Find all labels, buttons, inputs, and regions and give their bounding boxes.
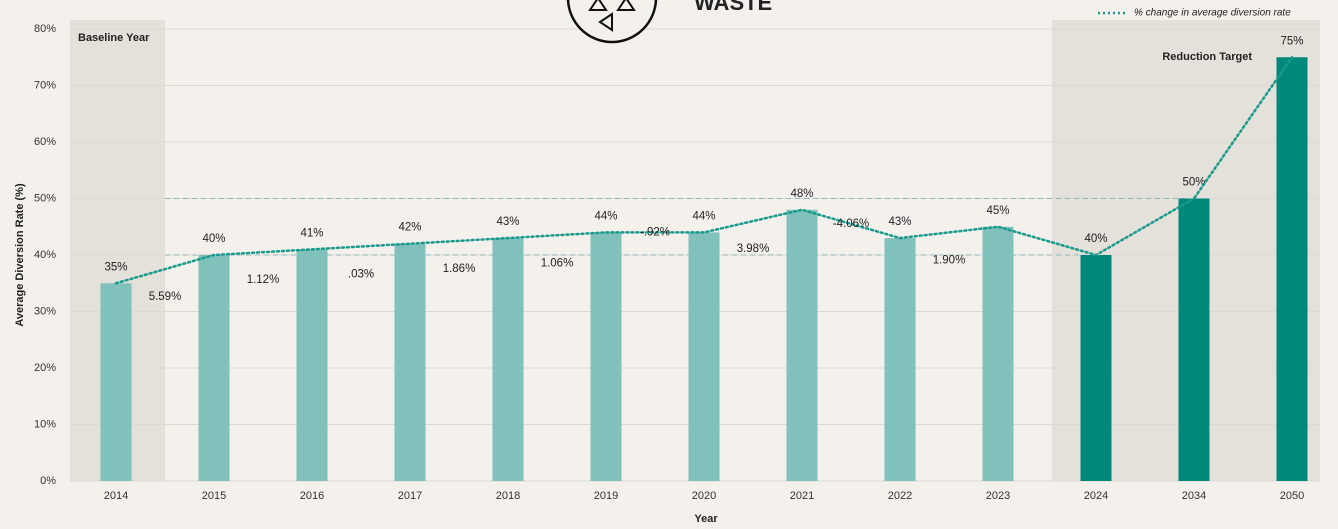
bar [590, 232, 622, 481]
x-tick-label: 2016 [300, 490, 324, 502]
change-label: .03% [348, 269, 374, 281]
x-tick-label: 2014 [104, 490, 128, 502]
change-label: 5.59% [149, 291, 182, 303]
y-tick-label: 40% [34, 249, 56, 261]
y-tick-label: 0% [40, 475, 56, 487]
bar [1178, 198, 1210, 481]
bar [394, 243, 426, 481]
value-label: 43% [496, 216, 519, 228]
legend-label: % change in average diversion rate [1134, 8, 1291, 19]
x-tick-label: 2021 [790, 490, 814, 502]
value-label: 50% [1182, 177, 1205, 189]
bar [296, 249, 328, 481]
value-label: 43% [888, 216, 911, 228]
change-label: 1.12% [247, 274, 280, 286]
y-tick-label: 10% [34, 418, 56, 430]
value-label: 40% [1084, 233, 1107, 245]
y-tick-label: 30% [34, 305, 56, 317]
x-tick-label: 2020 [692, 490, 716, 502]
y-tick-label: 20% [34, 362, 56, 374]
x-tick-label: 2019 [594, 490, 618, 502]
change-label: -4.06% [833, 218, 869, 230]
bar [1080, 255, 1112, 481]
value-label: 44% [692, 210, 715, 222]
x-tick-label: 2022 [888, 490, 912, 502]
value-label: 41% [300, 227, 323, 239]
bar [1276, 57, 1308, 481]
bar [100, 283, 132, 481]
x-tick-label: 2034 [1182, 490, 1206, 502]
bar [982, 226, 1014, 481]
y-tick-label: 70% [34, 79, 56, 91]
change-label: -.92% [640, 226, 670, 238]
recycle-icon [588, 0, 636, 32]
y-tick-label: 60% [34, 136, 56, 148]
region-label: Reduction Target [1162, 51, 1252, 63]
x-tick-label: 2015 [202, 490, 226, 502]
bar [688, 232, 720, 481]
grid: 0% 10% 20% 30% 40% 50% 60% 70% 80% [34, 23, 1320, 487]
change-label: 1.90% [933, 254, 966, 266]
value-label: 45% [986, 205, 1009, 217]
bar [492, 238, 524, 481]
region-label: Baseline Year [78, 32, 150, 44]
change-label: 1.06% [541, 257, 574, 269]
y-tick-label: 80% [34, 23, 56, 35]
x-axis-label: Year [694, 513, 718, 525]
value-label: 44% [594, 210, 617, 222]
value-label: 75% [1280, 35, 1303, 47]
x-tick-label: 2018 [496, 490, 520, 502]
y-axis-label: Average Diversion Rate (%) [14, 183, 26, 327]
value-label: 42% [398, 222, 421, 234]
x-tick-label: 2023 [986, 490, 1010, 502]
y-tick-label: 50% [34, 192, 56, 204]
x-tick-label: 2024 [1084, 490, 1108, 502]
value-label: 35% [104, 261, 127, 273]
chart-title: WASTE [694, 0, 772, 15]
bar [786, 209, 818, 482]
value-label: 48% [790, 188, 813, 200]
change-label: 1.86% [443, 263, 476, 275]
bar [198, 255, 230, 481]
x-tick-label: 2017 [398, 490, 422, 502]
x-tick-label: 2050 [1280, 490, 1304, 502]
trend-line [114, 56, 1294, 285]
bar [884, 238, 916, 481]
change-label: 3.98% [737, 243, 770, 255]
marks: 2014 35% 2015 40% 2016 41% 2017 42% 2018 43% 2019 4… [100, 35, 1308, 502]
value-label: 40% [202, 233, 225, 245]
